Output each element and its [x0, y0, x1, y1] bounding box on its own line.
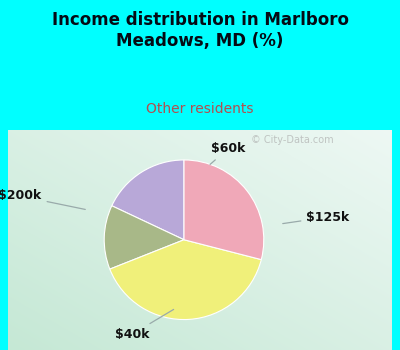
Text: Other residents: Other residents	[146, 102, 254, 116]
Text: $200k: $200k	[0, 189, 85, 209]
Wedge shape	[184, 160, 264, 260]
Text: Income distribution in Marlboro
Meadows, MD (%): Income distribution in Marlboro Meadows,…	[52, 12, 348, 50]
Wedge shape	[110, 240, 261, 320]
Text: $40k: $40k	[115, 309, 174, 341]
Wedge shape	[104, 206, 184, 269]
Text: $60k: $60k	[210, 142, 245, 164]
Text: $125k: $125k	[283, 210, 350, 224]
Wedge shape	[112, 160, 184, 240]
Text: © City-Data.com: © City-Data.com	[251, 135, 333, 145]
